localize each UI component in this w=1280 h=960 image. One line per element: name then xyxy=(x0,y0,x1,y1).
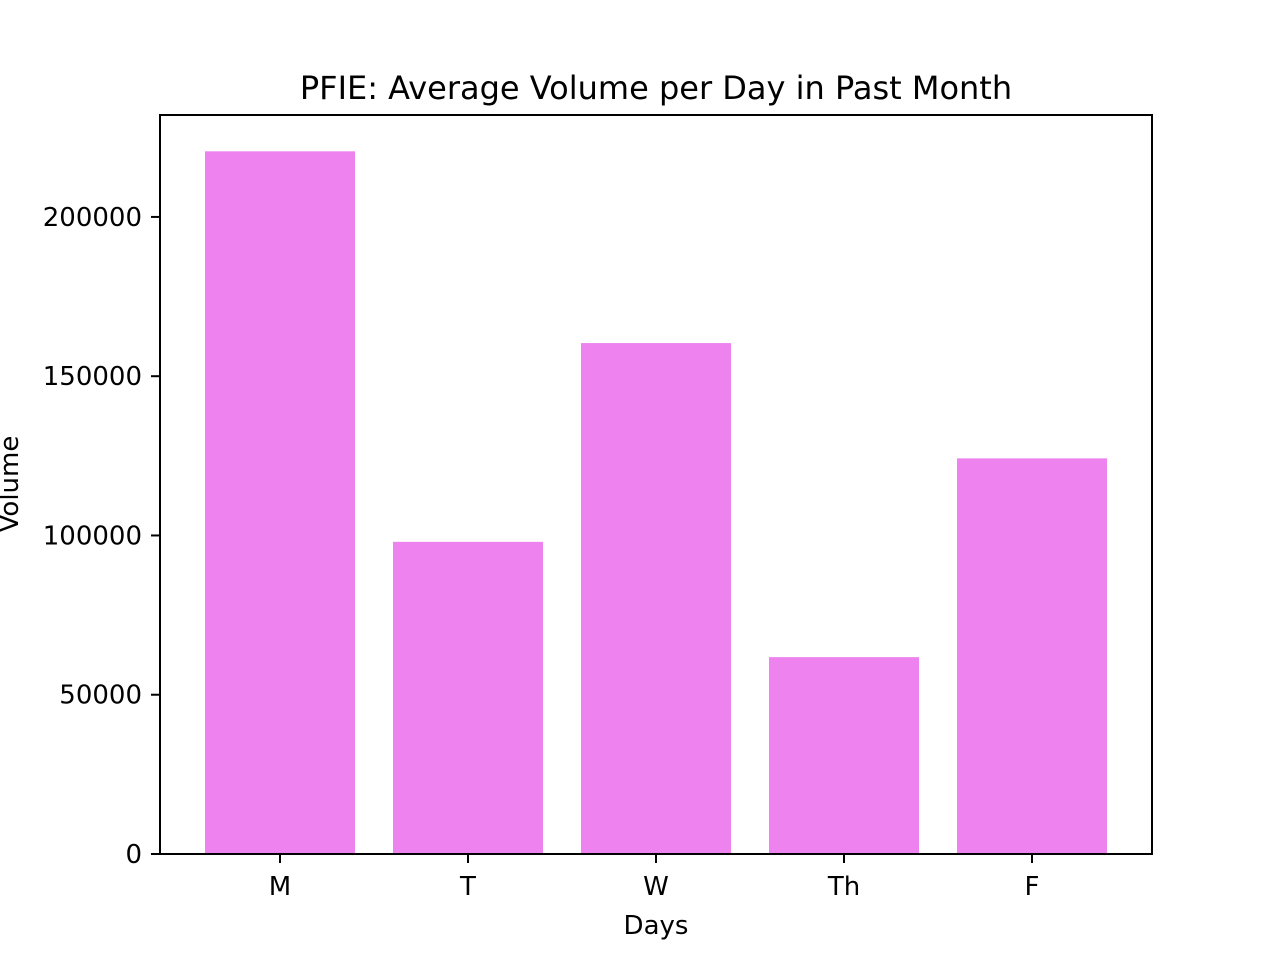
x-tick-label: M xyxy=(269,872,291,902)
x-tick-label: T xyxy=(459,872,476,902)
x-axis-label: Days xyxy=(624,911,689,941)
x-tick-label: W xyxy=(643,872,669,902)
y-tick-label: 150000 xyxy=(43,362,142,392)
bar-w xyxy=(581,343,731,854)
x-tick-label: F xyxy=(1025,872,1040,902)
bar-m xyxy=(205,151,355,854)
chart-title: PFIE: Average Volume per Day in Past Mon… xyxy=(300,69,1012,107)
bar-f xyxy=(957,458,1107,854)
y-tick-label: 0 xyxy=(125,840,142,870)
y-axis-ticks: 0 50000 100000 150000 200000 xyxy=(43,203,160,870)
x-tick-label: Th xyxy=(827,872,860,902)
y-tick-label: 50000 xyxy=(59,681,142,711)
bar-th xyxy=(769,657,919,854)
y-axis-label: Volume xyxy=(0,436,25,533)
x-axis-ticks: M T W Th F xyxy=(269,854,1040,902)
bar-t xyxy=(393,541,543,854)
y-tick-label: 200000 xyxy=(43,203,142,233)
y-tick-label: 100000 xyxy=(43,521,142,551)
bars-group xyxy=(205,151,1107,854)
